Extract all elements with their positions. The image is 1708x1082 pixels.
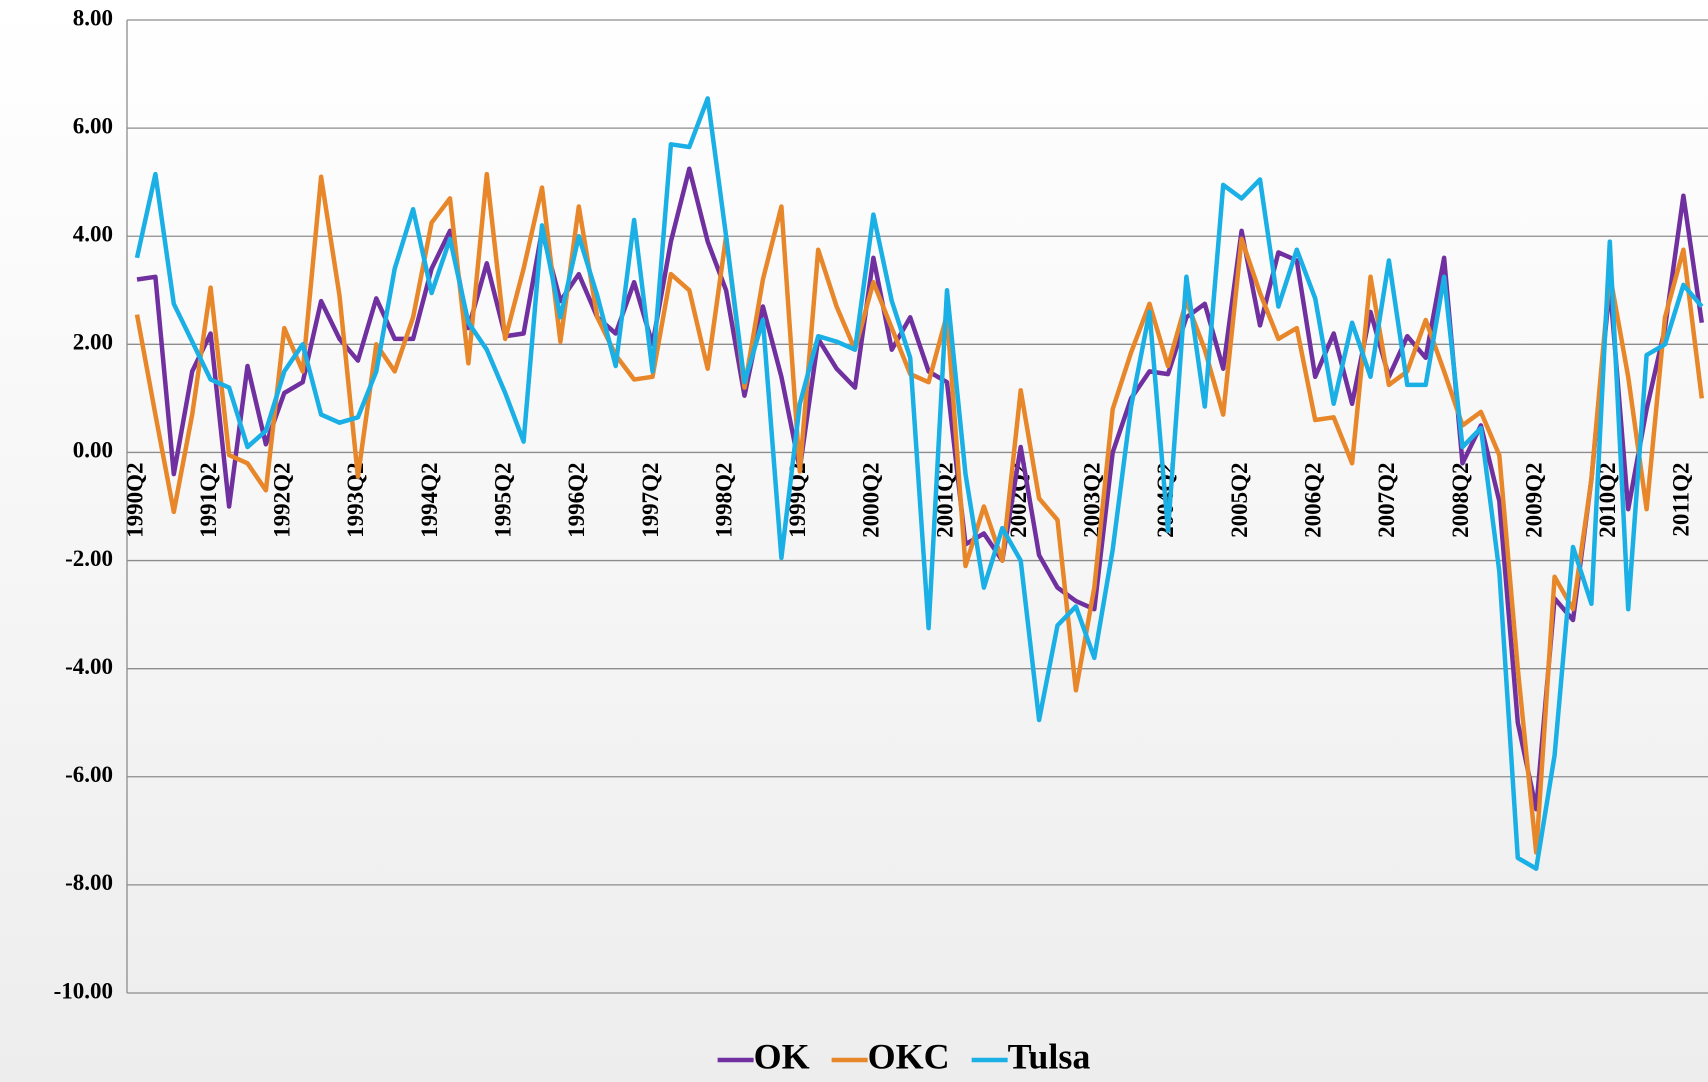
x-tick-label: 1998Q2 (711, 462, 736, 537)
x-tick-label: 2008Q2 (1448, 462, 1473, 537)
x-tick-label: 2000Q2 (859, 462, 884, 537)
x-tick-label: 2011Q2 (1669, 462, 1694, 536)
series-line (134, 96, 1704, 871)
x-tick-label: 1991Q2 (196, 462, 221, 537)
series-line (134, 171, 1705, 855)
y-tick-label: 0.00 (73, 438, 113, 463)
x-tick-label: 1990Q2 (122, 462, 147, 537)
legend-label: OKC (868, 1036, 950, 1076)
x-tick-label: 1997Q2 (638, 462, 663, 537)
y-tick-label: 8.00 (73, 5, 113, 30)
x-tick-label: 1992Q2 (270, 462, 295, 537)
y-tick-label: 2.00 (73, 330, 113, 355)
series-line (136, 166, 1705, 812)
x-tick-label: 1994Q2 (417, 462, 442, 537)
x-tick-label: 2005Q2 (1227, 462, 1252, 537)
x-tick-label: 2009Q2 (1521, 462, 1546, 537)
x-tick-label: 1995Q2 (490, 462, 515, 537)
x-tick-label: 1996Q2 (564, 462, 589, 537)
legend-label: Tulsa (1008, 1036, 1091, 1076)
y-tick-label: 4.00 (73, 222, 113, 247)
y-tick-label: -10.00 (54, 978, 113, 1003)
x-tick-label: 2006Q2 (1301, 462, 1326, 537)
y-tick-label: -2.00 (65, 546, 113, 571)
x-tick-label: 2007Q2 (1374, 462, 1399, 537)
y-tick-label: 6.00 (73, 113, 113, 138)
legend: OK OKC Tulsa (717, 1036, 1091, 1076)
y-tick-label: -6.00 (65, 762, 113, 787)
y-tick-label: -4.00 (65, 654, 113, 679)
y-tick-label: -8.00 (65, 870, 113, 895)
legend-label: OK (754, 1036, 810, 1076)
